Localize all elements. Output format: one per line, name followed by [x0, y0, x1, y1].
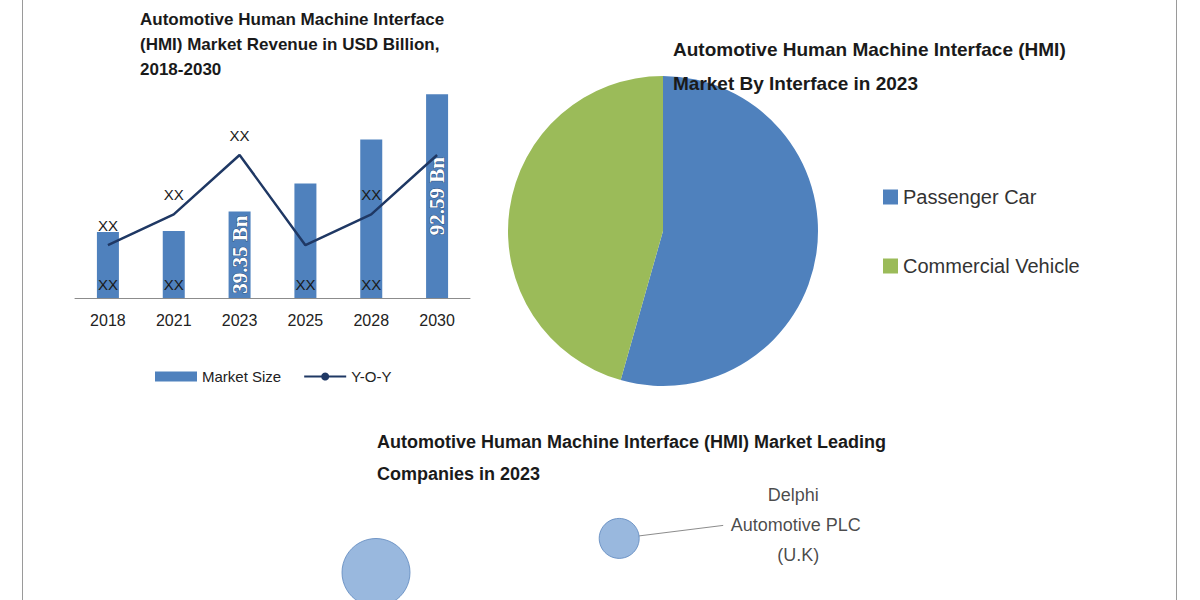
svg-text:XX: XX [361, 186, 381, 203]
svg-text:Automotive Human Machine Inter: Automotive Human Machine Interface [140, 10, 449, 29]
svg-text:Companies in 2023: Companies in 2023 [377, 464, 540, 484]
svg-text:XX: XX [98, 217, 118, 234]
svg-text:XX: XX [295, 276, 315, 293]
svg-text:Market By Interface in 2023: Market By Interface in 2023 [673, 73, 918, 94]
svg-text:Market Size: Market Size [202, 368, 281, 385]
svg-text:2023: 2023 [222, 312, 258, 329]
svg-text:2025: 2025 [288, 312, 324, 329]
svg-text:(U.K): (U.K) [772, 545, 819, 565]
svg-text:XX: XX [164, 186, 184, 203]
svg-text:XX: XX [361, 276, 381, 293]
svg-text:2021: 2021 [156, 312, 192, 329]
svg-text:Automotive PLC: Automotive PLC [731, 515, 861, 535]
svg-text:39.35 Bn: 39.35 Bn [228, 215, 252, 294]
svg-text:(HMI) Market Revenue in USD Bi: (HMI) Market Revenue in USD Billion, [140, 35, 444, 54]
svg-text:Passenger Car: Passenger Car [903, 186, 1037, 208]
svg-text:2018-2030: 2018-2030 [140, 60, 221, 79]
svg-text:2030: 2030 [419, 312, 455, 329]
svg-text:Commercial Vehicle: Commercial Vehicle [903, 255, 1080, 277]
svg-text:2018: 2018 [90, 312, 126, 329]
svg-text:XX: XX [98, 276, 118, 293]
svg-text:2028: 2028 [353, 312, 389, 329]
svg-text:Delphi: Delphi [768, 485, 824, 505]
svg-text:Y-O-Y: Y-O-Y [351, 368, 391, 385]
svg-text:Automotive Human Machine Inter: Automotive Human Machine Interface (HMI) [673, 39, 1071, 60]
svg-text:92.59 Bn: 92.59 Bn [425, 157, 449, 236]
svg-text:Automotive Human Machine Inter: Automotive Human Machine Interface (HMI)… [377, 432, 891, 452]
svg-text:XX: XX [230, 127, 250, 144]
svg-text:XX: XX [164, 276, 184, 293]
